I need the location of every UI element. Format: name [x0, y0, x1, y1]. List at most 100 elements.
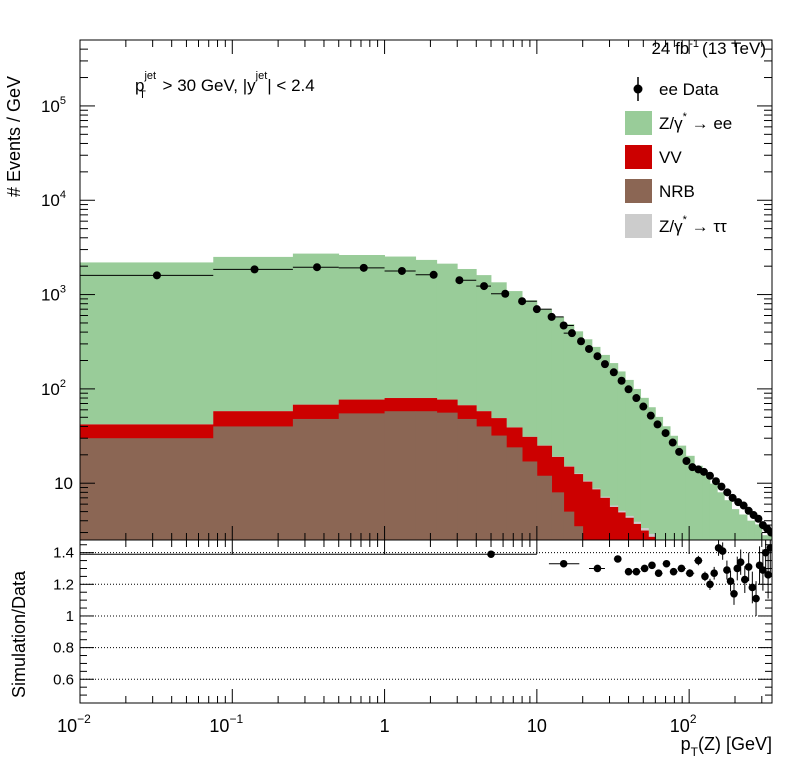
- bin-nrb: [457, 418, 477, 540]
- bin-nrb: [506, 447, 523, 540]
- data-point: [567, 329, 576, 338]
- ratio-point: [718, 547, 727, 555]
- data-point: [585, 344, 594, 353]
- data-point: [547, 312, 556, 321]
- bin-nrb: [536, 475, 553, 540]
- data-point: [739, 501, 748, 510]
- ratio-point: [744, 563, 753, 571]
- y-tick-label: 102: [41, 378, 66, 399]
- ratio-point: [701, 572, 709, 581]
- ratio-point: [559, 559, 568, 568]
- bin-vv: [617, 512, 626, 540]
- ratio-point: [766, 544, 772, 552]
- data-point: [152, 271, 161, 280]
- data-point: [600, 360, 609, 369]
- ratio-point: [730, 590, 738, 598]
- data-point: [668, 438, 677, 447]
- bin-vv: [625, 517, 634, 540]
- legend-label: VV: [659, 148, 682, 167]
- bin-nrb: [491, 435, 507, 540]
- ratio-point: [748, 583, 757, 592]
- ratio-point: [736, 558, 745, 566]
- ratio-point: [648, 561, 656, 570]
- data-point: [617, 376, 626, 385]
- ratio-point: [613, 555, 622, 563]
- bin-z-ee: [731, 509, 740, 540]
- legend-swatch-z: [625, 214, 652, 238]
- ratio-point: [741, 575, 749, 584]
- bin-z-ee: [724, 500, 732, 540]
- bin-z-ee: [591, 346, 601, 540]
- bin-z-ee: [617, 371, 626, 540]
- bin-z-ee: [747, 520, 756, 540]
- bin-nrb: [563, 511, 575, 540]
- bin-nrb: [551, 492, 565, 540]
- bin-vv: [563, 466, 575, 540]
- bin-nrb: [384, 411, 417, 540]
- x-tick-label: 102: [670, 712, 697, 736]
- bin-nrb: [436, 412, 458, 540]
- data-point: [455, 276, 464, 285]
- bin-z-ee: [563, 324, 575, 540]
- x-axis-title: pT(Z) [GeV]: [681, 734, 772, 759]
- bin-z-ee: [702, 475, 711, 540]
- bin-nrb: [213, 426, 294, 540]
- bin-nrb: [573, 526, 584, 540]
- bin-nrb: [292, 418, 340, 540]
- y-tick-label: 105: [41, 95, 66, 116]
- y-tick-label: 103: [41, 284, 66, 305]
- ratio-point: [487, 550, 495, 559]
- ratio-point: [654, 569, 663, 578]
- bin-z-ee: [640, 397, 649, 540]
- legend-swatch-nrb: [625, 179, 652, 203]
- ratio-point: [677, 564, 686, 573]
- data-point: [313, 263, 322, 272]
- main-panel: 10 102 103 104 105: [41, 39, 773, 541]
- legend-swatch-vv: [625, 145, 652, 169]
- ratio-point: [710, 569, 718, 578]
- data-point: [661, 429, 670, 438]
- x-tick-label: 10−2: [57, 712, 91, 736]
- x-tick-label: 10: [527, 716, 547, 736]
- selection-cut-label: pjet T > 30 GeV, |yjet| < 2.4: [135, 70, 315, 101]
- data-point: [632, 394, 641, 403]
- data-point: [559, 321, 568, 330]
- data-point: [624, 385, 633, 394]
- data-point: [480, 282, 489, 291]
- data-point: [646, 411, 655, 420]
- bin-z-ee: [609, 363, 619, 540]
- luminosity-label: 24 fb-1 (13 TeV): [651, 38, 766, 58]
- bin-z-ee: [717, 492, 725, 540]
- ratio-point: [686, 569, 694, 578]
- bin-nrb: [476, 426, 492, 540]
- bin-vv: [640, 530, 649, 540]
- y-tick-label: 10: [54, 474, 73, 493]
- legend: ee Data Z/γ* → ee VV NRB Z/γ* → ττ: [625, 77, 732, 238]
- data-point: [675, 447, 684, 456]
- data-point: [717, 482, 726, 491]
- data-point: [532, 305, 541, 314]
- bin-vv: [573, 474, 584, 540]
- legend-label: ee Data: [659, 80, 719, 99]
- x-tick-label: 1: [380, 716, 390, 736]
- legend-swatch-z-ee: [625, 111, 652, 135]
- data-point: [250, 265, 259, 274]
- bin-nrb: [415, 411, 438, 540]
- bin-vv: [633, 523, 642, 540]
- data-point: [577, 337, 586, 346]
- bin-z-ee: [754, 524, 763, 540]
- ratio-point: [640, 564, 649, 573]
- data-point: [682, 456, 691, 465]
- data-point: [711, 477, 720, 486]
- data-point: [699, 467, 708, 476]
- legend-label: Z/γ* → ττ: [659, 214, 727, 236]
- legend-label: NRB: [659, 182, 695, 201]
- bin-z-ee: [662, 426, 671, 540]
- ratio-point: [752, 594, 760, 603]
- bin-z-ee: [738, 514, 748, 540]
- bin-z-ee: [625, 379, 634, 540]
- main-x-axis-ticks: [79, 40, 763, 540]
- data-point: [518, 297, 527, 306]
- bin-vv: [582, 481, 593, 540]
- bin-z-ee: [709, 483, 718, 540]
